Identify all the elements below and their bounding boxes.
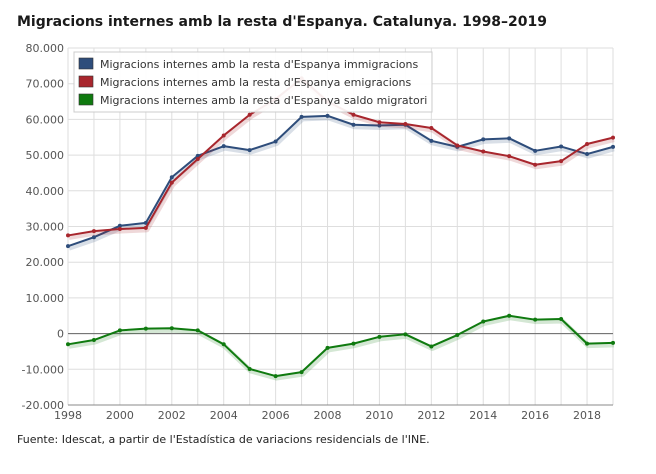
data-point[interactable] [169,326,174,331]
data-point[interactable] [585,152,590,157]
data-point[interactable] [377,334,382,339]
data-point[interactable] [429,125,434,130]
data-point[interactable] [117,226,122,231]
legend-swatch[interactable] [78,93,94,106]
data-point[interactable] [585,341,590,346]
data-point[interactable] [429,138,434,143]
data-point[interactable] [143,326,148,331]
y-tick-label: 50.000 [26,149,65,162]
data-point[interactable] [195,157,200,162]
x-tick-label: 1998 [54,409,82,422]
data-point[interactable] [169,180,174,185]
data-point[interactable] [325,113,330,118]
legend-label[interactable]: Migracions internes amb la resta d'Espan… [100,58,419,71]
y-tick-label: 20.000 [26,256,65,269]
data-point[interactable] [429,344,434,349]
data-point[interactable] [66,342,70,347]
data-point[interactable] [481,137,486,142]
data-point[interactable] [299,370,304,375]
chart-title: Migracions internes amb la resta d'Espan… [17,14,548,30]
data-point[interactable] [611,144,615,149]
x-tick-label: 2012 [417,409,445,422]
data-point[interactable] [91,229,96,234]
series-3[interactable] [66,313,615,381]
data-point[interactable] [247,112,252,117]
data-point[interactable] [195,328,200,333]
data-point[interactable] [533,317,538,322]
x-tick-label: 2014 [469,409,497,422]
y-tick-label: 0 [57,328,64,341]
y-tick-label: -10.000 [22,363,64,376]
source-note: Fuente: Idescat, a partir de l'Estadísti… [17,433,430,446]
data-point[interactable] [507,136,512,141]
data-point[interactable] [66,233,70,238]
data-point[interactable] [377,120,382,125]
data-point[interactable] [533,148,538,153]
data-point[interactable] [143,220,148,225]
data-point[interactable] [117,223,122,228]
data-point[interactable] [66,244,70,249]
data-point[interactable] [221,144,226,149]
legend-label[interactable]: Migracions internes amb la resta d'Espan… [100,94,427,107]
y-tick-label: 80.000 [26,42,65,55]
data-point[interactable] [91,338,96,343]
data-point[interactable] [455,333,460,338]
data-point[interactable] [247,148,252,153]
x-tick-label: 2000 [106,409,134,422]
legend-swatch[interactable] [78,75,94,88]
data-point[interactable] [559,159,564,164]
series-line[interactable] [67,314,614,378]
y-tick-label: 10.000 [26,292,65,305]
data-point[interactable] [351,122,356,127]
data-point[interactable] [611,340,615,345]
data-point[interactable] [299,114,304,119]
series-line-shadow [68,315,615,381]
legend-swatch[interactable] [78,57,94,70]
data-point[interactable] [403,122,408,127]
axes: -20.000 -10.000 0 10.000 20.000 30.000 40.000 5… [22,42,613,422]
data-point[interactable] [403,332,408,337]
data-point[interactable] [481,149,486,154]
legend[interactable]: Migracions internes amb la resta d'Espan… [73,51,433,113]
data-point[interactable] [507,154,512,159]
legend-box [73,51,433,113]
legend-label[interactable]: Migracions internes amb la resta d'Espan… [100,76,412,89]
y-tick-label: 40.000 [26,185,65,198]
data-point[interactable] [533,162,538,167]
data-point[interactable] [351,112,356,117]
data-point[interactable] [507,313,512,318]
data-point[interactable] [559,144,564,149]
y-tick-label: 60.000 [26,113,65,126]
y-tick-label: 30.000 [26,221,65,234]
x-tick-label: 2010 [365,409,393,422]
x-tick-label: 2018 [573,409,601,422]
y-tick-label: 70.000 [26,78,65,91]
data-point[interactable] [247,366,252,371]
data-point[interactable] [169,175,174,180]
data-point[interactable] [273,374,278,379]
data-point[interactable] [221,342,226,347]
data-point[interactable] [481,319,486,324]
data-point[interactable] [325,345,330,350]
x-tick-label: 2004 [210,409,238,422]
data-point[interactable] [611,135,615,140]
x-tick-label: 2016 [521,409,549,422]
x-tick-label: 2006 [262,409,290,422]
data-point[interactable] [117,328,122,333]
data-point[interactable] [221,133,226,138]
series-line[interactable] [67,114,614,248]
data-point[interactable] [273,139,278,144]
data-point[interactable] [143,225,148,230]
data-point[interactable] [455,143,460,148]
x-tick-label: 2002 [158,409,186,422]
data-point[interactable] [91,235,96,240]
x-tick-label: 2008 [314,409,342,422]
data-point[interactable] [351,341,356,346]
data-point[interactable] [377,123,382,128]
data-point[interactable] [585,142,590,147]
y-tick-label: -20.000 [22,399,64,412]
data-point[interactable] [559,316,564,321]
